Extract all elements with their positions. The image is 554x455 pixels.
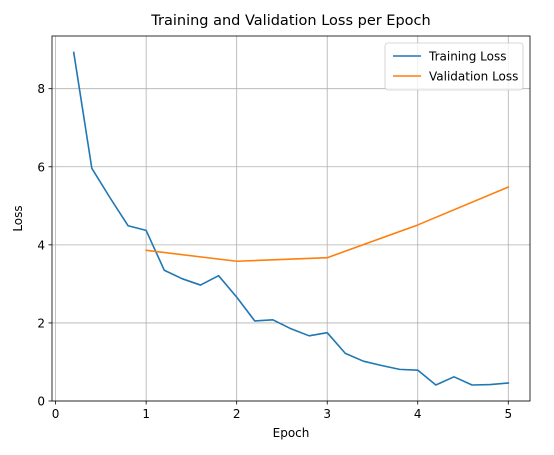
x-tick-label: 3 xyxy=(323,407,331,421)
x-tick-label: 5 xyxy=(504,407,512,421)
y-tick-label: 0 xyxy=(37,395,45,409)
legend: Training Loss Validation Loss xyxy=(384,42,524,91)
plot-area-frame xyxy=(51,35,531,402)
y-axis-label: Loss xyxy=(11,205,25,231)
x-tick-label: 2 xyxy=(233,407,241,421)
x-axis-label: Epoch xyxy=(273,426,310,440)
legend-label: Validation Loss xyxy=(429,70,518,84)
axis-ticks: 0 1 2 3 4 5 0 2 4 6 8 xyxy=(37,82,512,421)
x-tick-label: 4 xyxy=(414,407,422,421)
y-tick-label: 4 xyxy=(37,238,45,252)
legend-label: Training Loss xyxy=(428,50,506,64)
y-tick-label: 2 xyxy=(37,316,45,330)
series-line-training-loss xyxy=(72,51,510,386)
x-tick-label: 1 xyxy=(142,407,150,421)
x-tick-label: 0 xyxy=(52,407,60,421)
legend-box xyxy=(384,42,524,91)
series-line-validation-loss xyxy=(145,186,510,263)
plot-lines xyxy=(72,51,510,386)
y-tick-label: 6 xyxy=(37,160,45,174)
chart-title: Training and Validation Loss per Epoch xyxy=(150,13,430,29)
y-tick-label: 8 xyxy=(37,82,45,96)
